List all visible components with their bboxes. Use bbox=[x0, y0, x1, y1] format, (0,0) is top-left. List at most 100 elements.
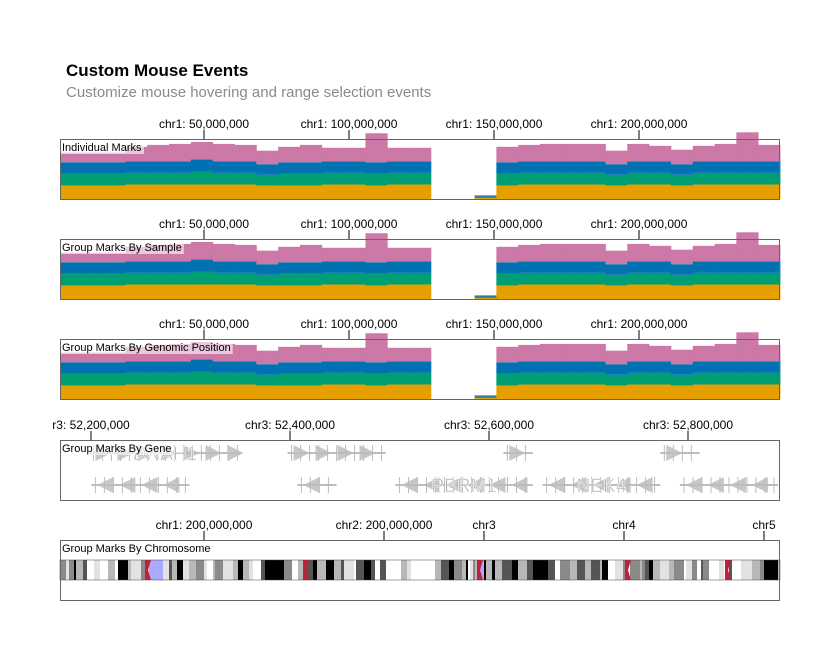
bar-segment bbox=[583, 161, 606, 173]
bar-segment bbox=[147, 384, 170, 399]
bar-segment bbox=[518, 344, 541, 362]
bar-segment bbox=[583, 143, 606, 162]
track-panel-2[interactable]: chr1: 50,000,000 chr1: 100,000,000 chr1: 1… bbox=[60, 217, 781, 300]
bar-segment bbox=[321, 261, 345, 273]
bar-segment bbox=[518, 284, 541, 299]
cytoband bbox=[60, 560, 66, 580]
bar-segment bbox=[670, 174, 694, 186]
bar-segment bbox=[300, 344, 323, 363]
cytoband bbox=[354, 560, 356, 580]
cytoband bbox=[341, 560, 344, 580]
axis-tick-label: chr3 bbox=[472, 518, 496, 532]
gene[interactable]: PBRM1 bbox=[395, 476, 533, 497]
bar-segment bbox=[714, 161, 737, 173]
bar-segment bbox=[409, 184, 432, 199]
bar-segment bbox=[169, 184, 192, 199]
cytoband bbox=[249, 560, 253, 580]
bar-segment bbox=[300, 273, 323, 286]
bar-segment bbox=[190, 141, 214, 160]
bar-segment bbox=[540, 284, 563, 299]
bar-segment bbox=[81, 285, 105, 299]
bar-segment bbox=[125, 272, 148, 285]
axis-tick-label: chr1: 150,000,000 bbox=[446, 317, 543, 331]
bar-segment bbox=[234, 284, 257, 299]
bar-segment bbox=[627, 343, 650, 362]
cytoband bbox=[83, 560, 87, 580]
bar-segment bbox=[103, 273, 126, 286]
cytoband bbox=[215, 560, 223, 580]
gene-label: PBRM1 bbox=[431, 476, 496, 497]
gene[interactable] bbox=[660, 445, 700, 461]
axis-tick-label: chr1: 100,000,000 bbox=[301, 317, 398, 331]
gene[interactable] bbox=[287, 445, 386, 461]
track-panel-5[interactable]: chr1: 200,000,000 chr2: 200,000,000 chr3 ch… bbox=[59, 518, 781, 601]
bar-segment bbox=[649, 284, 672, 299]
bar-segment bbox=[365, 133, 388, 163]
bar-segment bbox=[321, 272, 345, 285]
axis-tick-label: chr1: 150,000,000 bbox=[446, 117, 543, 131]
bar-segment bbox=[714, 172, 737, 185]
bar-segment bbox=[365, 362, 388, 374]
bar-segment bbox=[561, 161, 585, 173]
gene-strand-arrow bbox=[509, 445, 526, 461]
cytoband bbox=[674, 560, 684, 580]
gene[interactable] bbox=[503, 445, 533, 461]
bar-segment bbox=[212, 272, 235, 285]
cytoband bbox=[371, 560, 375, 580]
cytoband bbox=[555, 560, 560, 580]
cytoband bbox=[533, 560, 542, 580]
gene[interactable] bbox=[91, 477, 190, 493]
bar-segment bbox=[518, 144, 541, 162]
bar-segment bbox=[736, 384, 759, 399]
bar-segment bbox=[212, 372, 235, 385]
bar-segment bbox=[670, 264, 694, 275]
bar-segment bbox=[365, 173, 388, 186]
gene[interactable] bbox=[297, 477, 337, 493]
bar-segment bbox=[103, 362, 126, 374]
track-panel-1[interactable]: chr1: 50,000,000 chr1: 100,000,000 chr1: 1… bbox=[60, 117, 781, 200]
bar-segment bbox=[256, 285, 279, 299]
bar-segment bbox=[212, 172, 235, 185]
bar-segment bbox=[365, 262, 388, 274]
cytoband bbox=[292, 560, 298, 580]
gene-strand-arrow bbox=[636, 477, 653, 493]
cytoband bbox=[261, 560, 265, 580]
bar-segment bbox=[409, 261, 432, 273]
bar-segment bbox=[343, 184, 366, 199]
axis-tick-label: chr1: 50,000,000 bbox=[159, 217, 249, 231]
cytoband bbox=[401, 560, 405, 580]
bar-segment bbox=[387, 261, 410, 273]
gene-strand-arrow bbox=[141, 477, 158, 493]
cytoband bbox=[344, 560, 354, 580]
cytoband bbox=[741, 560, 747, 580]
panel-frame bbox=[60, 239, 780, 300]
cytoband bbox=[752, 560, 760, 580]
cytoband bbox=[502, 560, 512, 580]
bar-segment bbox=[649, 384, 672, 399]
gene[interactable] bbox=[679, 477, 779, 493]
bar-segment bbox=[190, 171, 214, 185]
bar-segment bbox=[212, 361, 235, 373]
bar-segment bbox=[561, 372, 585, 385]
bar-segment bbox=[474, 198, 497, 199]
cytoband bbox=[692, 560, 697, 580]
bar-segment bbox=[256, 274, 279, 286]
bar-segment bbox=[583, 343, 606, 362]
cytoband bbox=[653, 560, 660, 580]
gene[interactable]: NEK4 bbox=[542, 476, 661, 497]
panel-label-bg bbox=[61, 342, 233, 354]
bar-segment bbox=[692, 145, 715, 162]
cytoband bbox=[207, 560, 213, 580]
track-panel-3[interactable]: chr1: 50,000,000 chr1: 100,000,000 chr1: 1… bbox=[60, 317, 781, 400]
track-panel-4[interactable]: r3: 52,200,000 chr3: 52,400,000 chr3: 52,6… bbox=[52, 418, 780, 501]
bar-segment bbox=[605, 274, 628, 286]
cytoband bbox=[470, 560, 473, 580]
panel-label-bg bbox=[61, 543, 213, 555]
bar-segment bbox=[103, 352, 126, 363]
bar-segment bbox=[736, 172, 759, 185]
bar-segment bbox=[81, 352, 105, 363]
bar-segment bbox=[387, 184, 410, 199]
cytoband bbox=[462, 560, 466, 580]
bar-segment bbox=[190, 241, 214, 260]
